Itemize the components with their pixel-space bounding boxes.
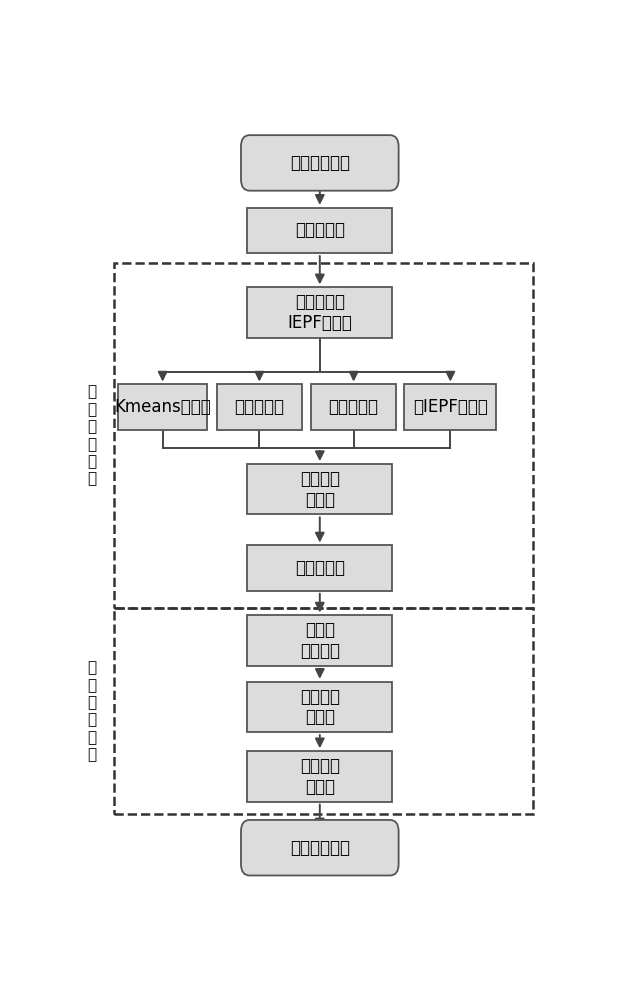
- Text: 自适应阈值
IEPF过分割: 自适应阈值 IEPF过分割: [288, 293, 352, 332]
- FancyBboxPatch shape: [118, 384, 207, 430]
- FancyBboxPatch shape: [241, 135, 399, 191]
- FancyBboxPatch shape: [247, 208, 392, 253]
- Text: 粗IEPF融合项: 粗IEPF融合项: [413, 398, 488, 416]
- Text: 点集距离项: 点集距离项: [329, 398, 379, 416]
- FancyBboxPatch shape: [247, 464, 392, 514]
- Bar: [114, 263, 533, 608]
- Text: 锯齿边缘项: 锯齿边缘项: [235, 398, 285, 416]
- Text: 能量函数
最小化: 能量函数 最小化: [300, 470, 340, 509]
- Bar: [114, 608, 533, 814]
- Text: 形状检测
与筛选: 形状检测 与筛选: [300, 688, 340, 726]
- FancyBboxPatch shape: [247, 615, 392, 666]
- Text: 轮
廓
线
段
提
取: 轮 廓 线 段 提 取: [87, 385, 96, 487]
- FancyBboxPatch shape: [241, 820, 399, 875]
- Text: 轮廓数据输入: 轮廓数据输入: [290, 839, 350, 857]
- Text: 类内点去除: 类内点去除: [295, 559, 345, 577]
- Text: 数据预处理: 数据预处理: [295, 221, 345, 239]
- FancyBboxPatch shape: [311, 384, 396, 430]
- Text: 类内点
直线拟合: 类内点 直线拟合: [300, 621, 340, 660]
- FancyBboxPatch shape: [247, 751, 392, 802]
- Text: Kmeans聚类项: Kmeans聚类项: [114, 398, 211, 416]
- FancyBboxPatch shape: [217, 384, 301, 430]
- Text: 选择直线
重校正: 选择直线 重校正: [300, 757, 340, 796]
- FancyBboxPatch shape: [247, 545, 392, 591]
- Text: 轮
廓
形
状
检
测: 轮 廓 形 状 检 测: [87, 660, 96, 762]
- Text: 轮廓数据输入: 轮廓数据输入: [290, 154, 350, 172]
- FancyBboxPatch shape: [247, 682, 392, 732]
- FancyBboxPatch shape: [404, 384, 496, 430]
- FancyBboxPatch shape: [247, 287, 392, 338]
